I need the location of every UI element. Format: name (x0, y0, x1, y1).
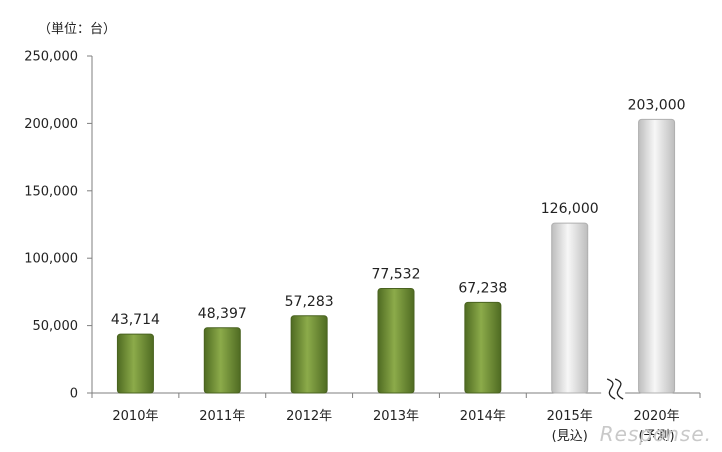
x-tick-label: 2011年 (199, 409, 245, 424)
data-label: 77,532 (372, 266, 421, 282)
bar (464, 301, 502, 394)
data-label: 126,000 (541, 201, 599, 217)
x-axis-labels: 2010年 2011年 2012年 2013年 2014年 2015年 (見込) 2020年 (… (112, 409, 679, 444)
bar (116, 333, 154, 394)
bar (290, 315, 328, 394)
y-tick-label: 50,000 (33, 319, 79, 334)
bar (377, 287, 415, 394)
x-tick-note: (見込) (552, 429, 588, 444)
x-tick-label: 2012年 (286, 409, 332, 424)
y-tick-label: 150,000 (24, 184, 78, 199)
bar (551, 222, 589, 394)
watermark-logo: Response. (599, 422, 712, 446)
y-tick-label: 250,000 (24, 50, 78, 65)
x-tick-label: 2014年 (460, 409, 506, 424)
x-tick-label: 2013年 (373, 409, 419, 424)
axis-break (601, 377, 626, 407)
axis-break-line (614, 378, 624, 400)
x-tick-label: 2015年 (547, 409, 593, 424)
y-tick-label: 200,000 (24, 117, 78, 132)
x-tick-label: 2010年 (112, 409, 158, 424)
bar (638, 118, 676, 394)
data-label: 67,238 (458, 280, 507, 296)
x-tick-label: 2020年 (634, 409, 680, 424)
bar (203, 327, 241, 394)
data-label: 57,283 (285, 294, 334, 310)
axis-break-line (606, 378, 616, 400)
y-tick-label: 0 (70, 387, 78, 402)
data-label: 203,000 (628, 97, 686, 113)
data-label: 48,397 (198, 306, 247, 322)
data-label: 43,714 (111, 312, 160, 328)
value-labels: 43,714 48,397 57,283 77,532 67,238 126,000 203… (111, 97, 686, 328)
y-tick-label: 100,000 (24, 252, 78, 267)
axis-break-mask (601, 377, 626, 407)
bars (116, 118, 676, 394)
unit-label: （単位：台） (38, 22, 117, 37)
x-tick-note: (予測) (638, 429, 674, 444)
